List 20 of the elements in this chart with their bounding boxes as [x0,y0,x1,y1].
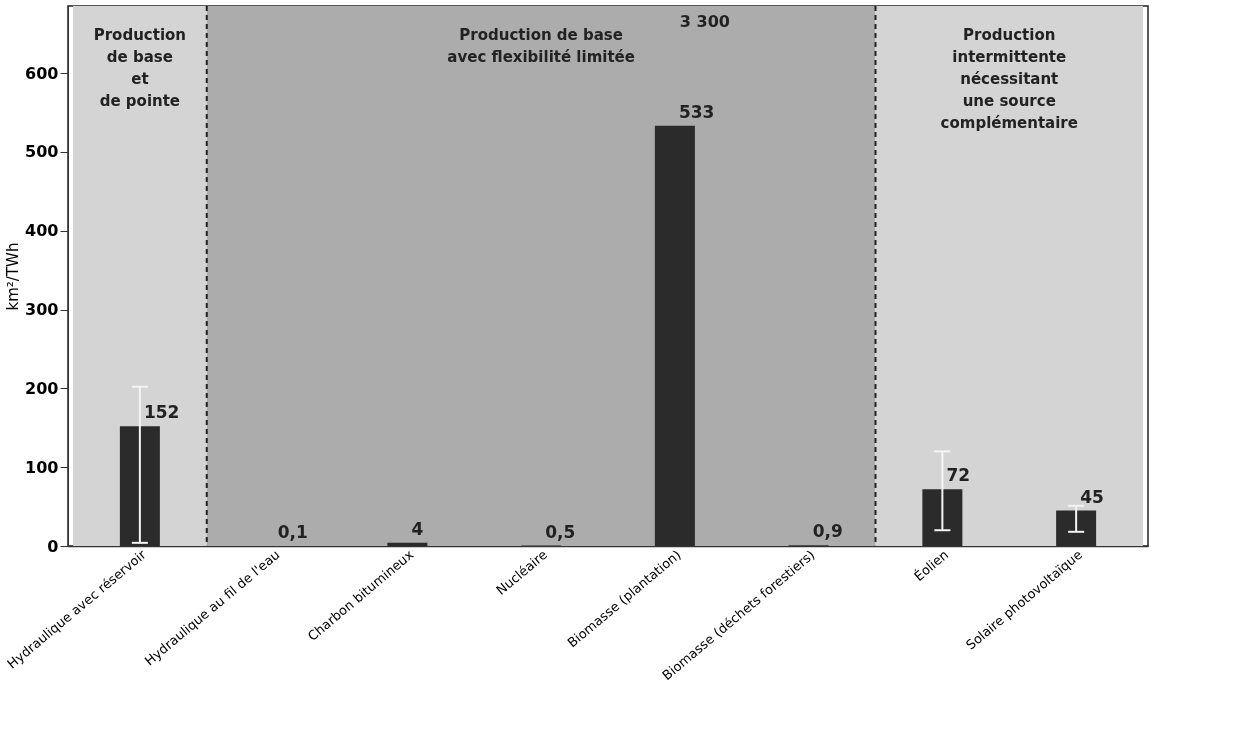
data-label: 152 [143,402,180,423]
band-label: Production intermittente nécessitant une source complémentaire [940,26,1078,132]
data-label: 533 [678,101,715,122]
y-tick-label: 200 [25,378,59,398]
y-tick-label: 300 [25,300,59,319]
data-label: 0,1 [277,521,308,542]
data-label: 4 [411,518,424,539]
data-label: 72 [946,465,971,486]
band-label: Production de base avec flexibilité limitée [447,26,635,66]
data-label: 0,9 [812,521,843,542]
y-axis-title: km²/TWh [4,242,23,311]
data-label: 0,5 [545,521,576,542]
y-tick-label: 600 [25,63,59,83]
annotation: 3 300 [679,12,730,31]
band-label: Production de base et de pointe [93,26,187,110]
y-tick-label: 100 [25,457,59,477]
y-tick-label: 400 [25,221,59,241]
data-label: 45 [1080,486,1104,507]
y-tick-label: 500 [25,142,59,162]
y-tick-label: 0 [47,536,59,556]
